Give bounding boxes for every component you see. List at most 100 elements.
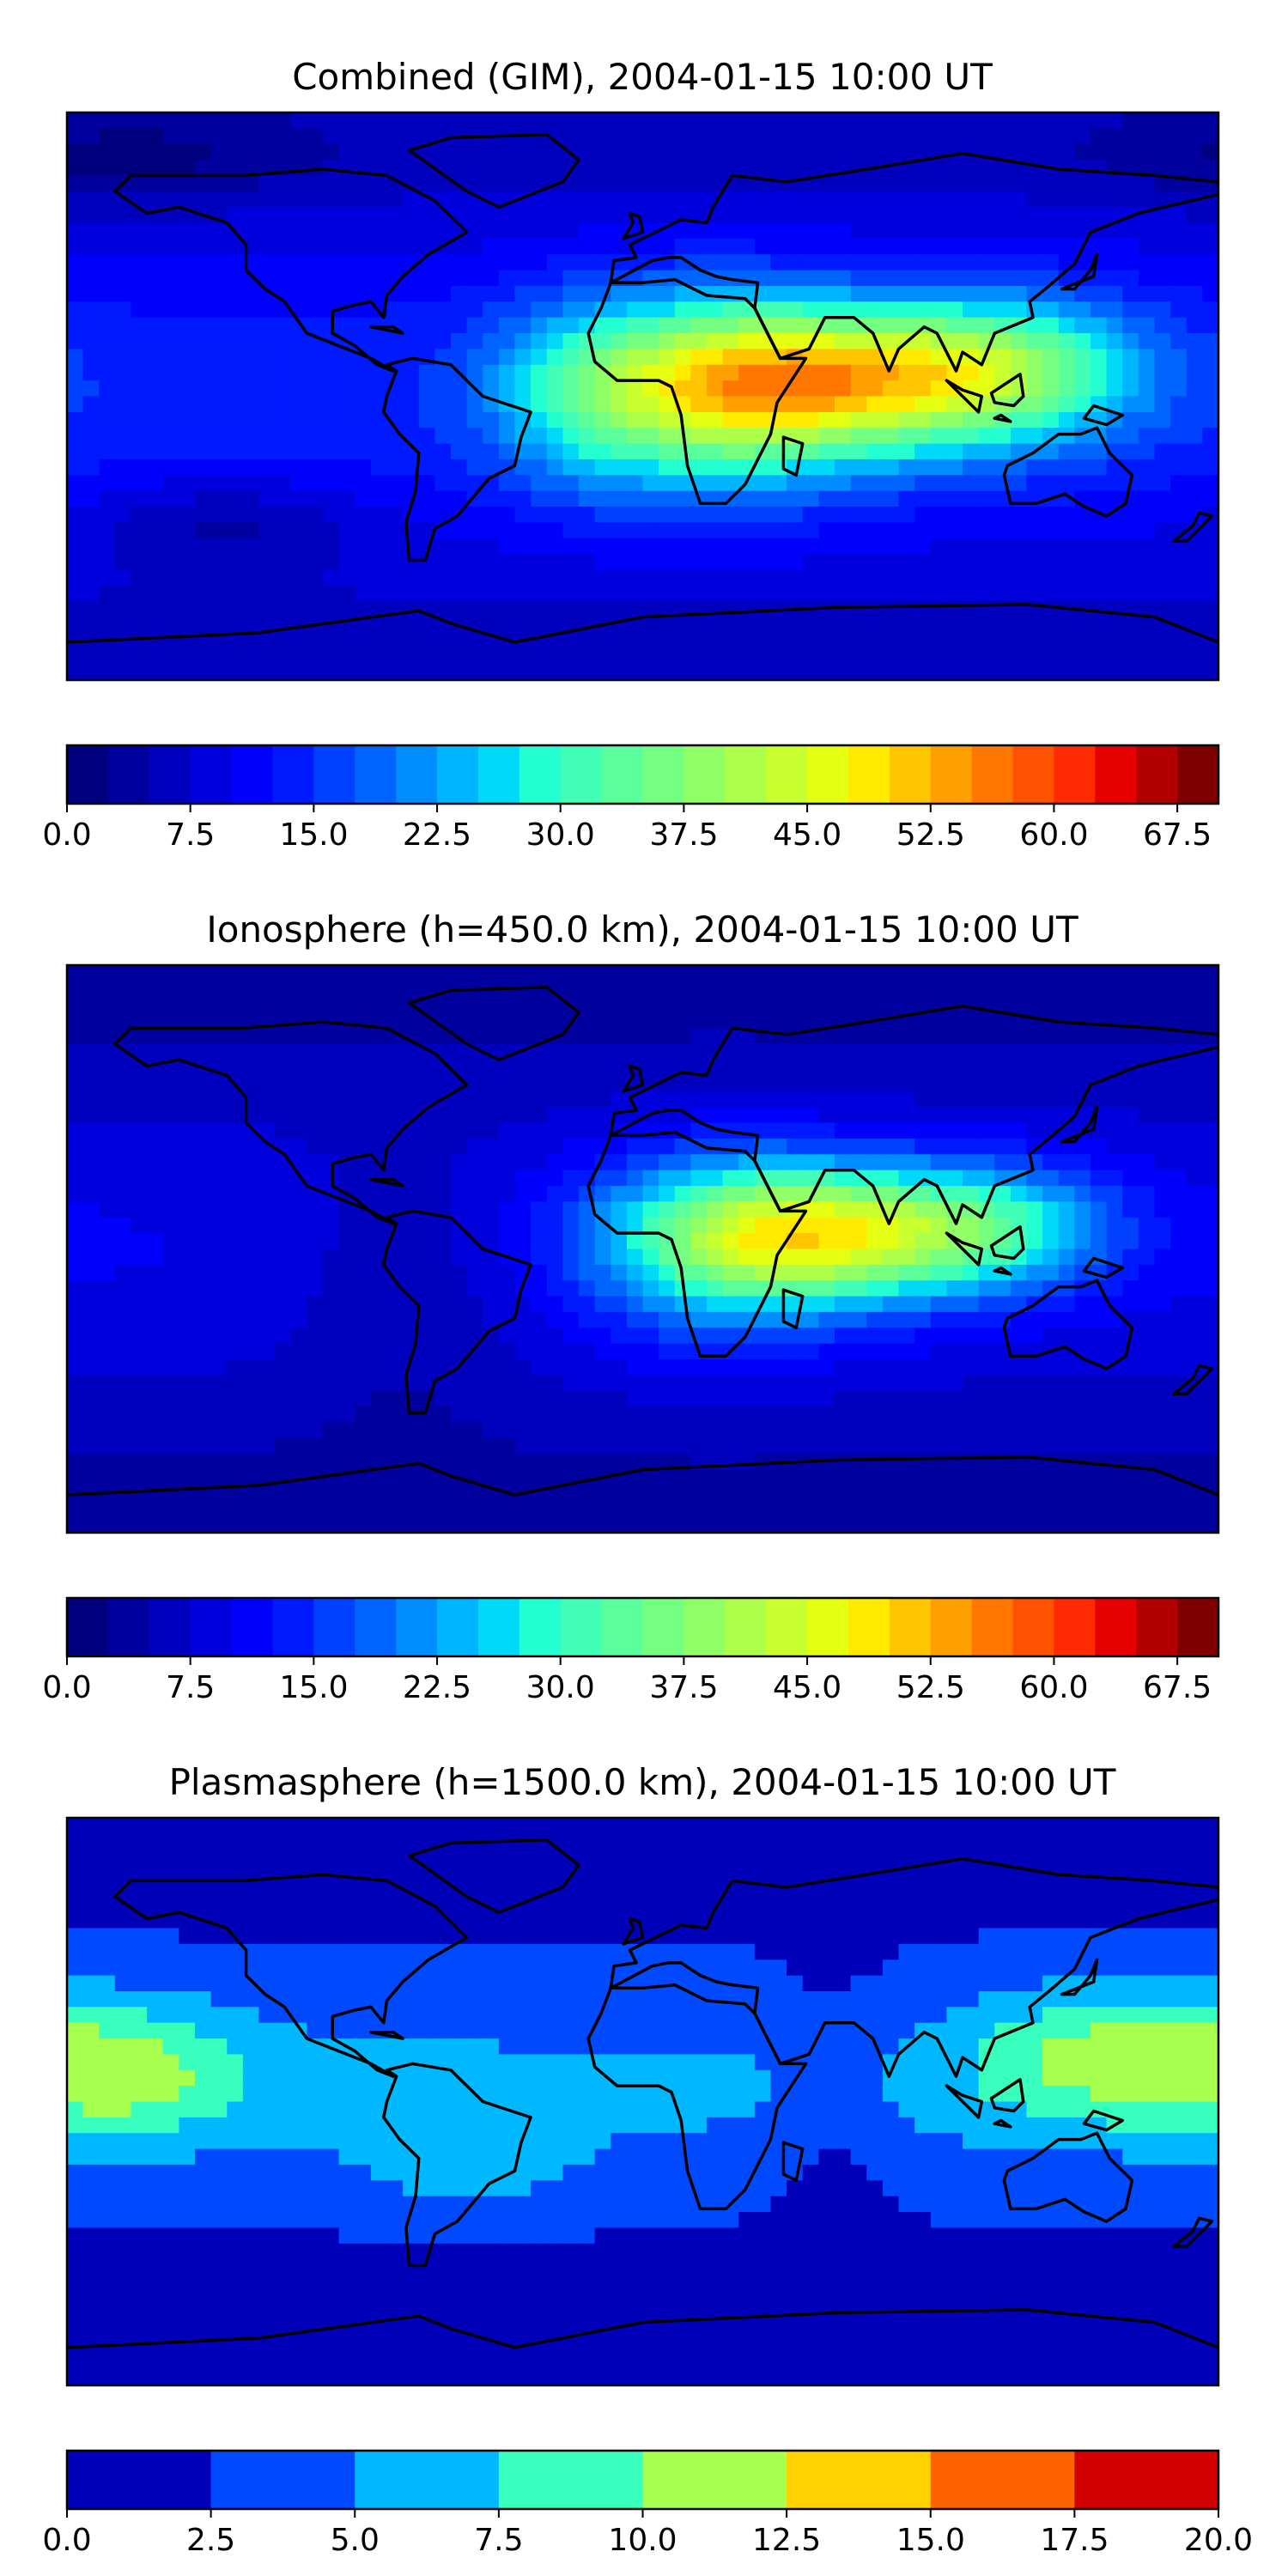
tec-cell (579, 349, 596, 366)
tec-cell (386, 160, 404, 177)
tec-cell (434, 1122, 452, 1139)
tec-cell (898, 1201, 915, 1218)
tec-cell (690, 443, 708, 460)
tec-cell (258, 191, 276, 208)
tec-cell (403, 1390, 420, 1407)
tec-cell (1202, 270, 1218, 287)
tec-cell (466, 1249, 483, 1266)
tec-cell (514, 1343, 532, 1360)
tec-cell (1154, 648, 1171, 665)
tec-cell (898, 1359, 915, 1376)
tec-cell (835, 175, 852, 192)
tec-cell (338, 191, 355, 208)
tec-cell (162, 1075, 179, 1092)
tec-cell (451, 1091, 468, 1108)
tec-cell (434, 428, 452, 445)
tec-cell (754, 1139, 772, 1155)
tec-cell (290, 1375, 307, 1392)
tec-cell (179, 1406, 196, 1424)
tec-cell (946, 1139, 963, 1155)
tec-cell (1138, 585, 1156, 602)
tec-cell (483, 1028, 500, 1045)
tec-cell (546, 1107, 563, 1124)
tec-cell (594, 632, 611, 649)
tec-cell (210, 428, 228, 445)
tec-cell (1202, 349, 1218, 366)
tec-cell (290, 996, 307, 1013)
colorbar-tick-label: 30.0 (526, 817, 595, 853)
tec-cell (882, 191, 900, 208)
tec-cell (802, 475, 819, 492)
tec-cell (1026, 175, 1043, 192)
tec-cell (946, 1217, 963, 1234)
tec-cell (546, 270, 563, 287)
tec-cell (754, 1186, 772, 1203)
tec-cell (1138, 1390, 1156, 1407)
tec-cell (386, 507, 404, 523)
tec-cell (611, 175, 628, 192)
tec-cell (802, 1437, 819, 1455)
tec-cell (355, 1060, 372, 1077)
tec-cell (498, 490, 516, 507)
tec-cell (579, 1028, 596, 1045)
tec-cell (67, 617, 84, 634)
tec-cell (1138, 270, 1156, 287)
tec-cell (722, 1043, 739, 1060)
tec-cell (738, 1028, 756, 1045)
tec-cell (1170, 1454, 1188, 1471)
tec-cell (114, 1154, 132, 1171)
tec-cell (370, 981, 388, 998)
tec-cell (707, 1217, 724, 1234)
tec-cell (275, 1249, 292, 1266)
tec-cell (403, 1469, 420, 1486)
tec-cell (1186, 1437, 1203, 1455)
tec-cell (594, 380, 611, 398)
tec-cell (451, 1170, 468, 1187)
tec-cell (1170, 333, 1188, 350)
tec-cell (994, 1311, 1012, 1328)
tec-cell (451, 1043, 468, 1060)
tec-cell (787, 333, 804, 350)
tec-cell (531, 238, 548, 255)
tec-cell (882, 1139, 900, 1155)
tec-cell (579, 1343, 596, 1360)
tec-cell (1058, 207, 1075, 224)
tec-cell (835, 286, 852, 302)
tec-cell (195, 1012, 212, 1030)
tec-cell (114, 981, 132, 998)
tec-cell (898, 585, 915, 602)
tec-cell (818, 1264, 835, 1281)
tec-cell (498, 475, 516, 492)
tec-cell (1058, 1280, 1075, 1297)
tec-cell (179, 617, 196, 634)
tec-cell (754, 411, 772, 428)
tec-cell (994, 112, 1012, 129)
tec-cell (386, 396, 404, 413)
tec-cell (738, 965, 756, 981)
tec-cell (787, 1122, 804, 1139)
tec-cell (626, 443, 644, 460)
tec-cell (754, 965, 772, 981)
tec-cell (722, 222, 739, 240)
tec-cell (707, 1375, 724, 1392)
tec-cell (1170, 207, 1188, 224)
tec-cell (162, 270, 179, 287)
tec-cell (131, 380, 148, 398)
tec-cell (114, 1012, 132, 1030)
tec-cell (338, 128, 355, 145)
tec-cell (290, 380, 307, 398)
tec-cell (579, 664, 596, 680)
tec-cell (227, 1170, 244, 1187)
tec-cell (946, 475, 963, 492)
tec-cell (738, 238, 756, 255)
tec-cell (914, 1139, 932, 1155)
tec-cell (754, 112, 772, 129)
tec-cell (1074, 981, 1091, 998)
tec-cell (1106, 648, 1123, 665)
tec-cell (498, 1422, 516, 1439)
tec-cell (707, 254, 724, 271)
tec-cell (1154, 270, 1171, 287)
tec-cell (930, 538, 947, 555)
tec-cell (338, 1028, 355, 1045)
tec-cell (227, 380, 244, 398)
